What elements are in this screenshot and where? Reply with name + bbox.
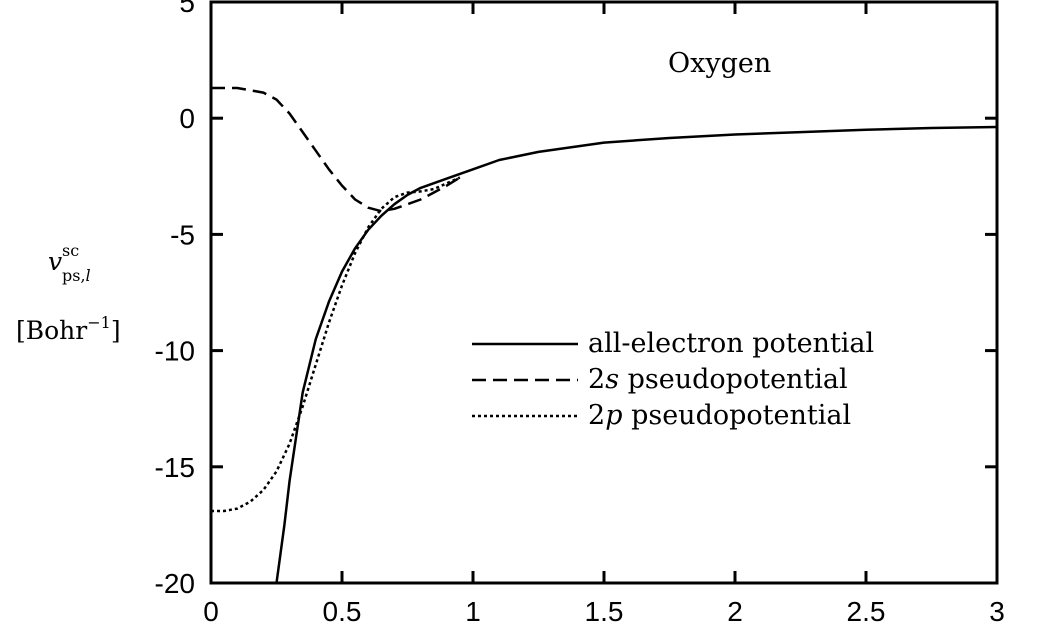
y-tick-label: -5 [170,219,195,250]
axis-tick-labels: 0 0.5 1 1.5 2 2.5 3 -20 -15 -10 -5 0 5 [155,0,1005,627]
x-tick-label: 0 [203,596,219,627]
x-tick-label: 3 [989,596,1005,627]
legend: all-electron potential 2s pseudopotential… [472,328,874,431]
y-tick-label: -15 [155,452,195,483]
y-axis-superscript: sc [62,241,79,260]
x-tick-label: 1 [465,596,481,627]
y-tick-label: 0 [179,103,195,134]
x-tick-label: 1.5 [585,596,624,627]
element-annotation: Oxygen [668,48,771,79]
y-axis-units: [Bohr−1] [16,313,121,345]
plot-frame [209,0,999,585]
y-tick-label: -10 [155,336,195,367]
legend-label-2s: 2s pseudopotential [588,364,848,395]
y-tick-label: 5 [179,0,195,18]
axis-ticks [209,0,999,585]
plot-series-group [211,86,998,584]
x-tick-label: 0.5 [323,596,362,627]
series-line-2s [211,86,461,213]
legend-label-2p: 2p pseudopotential [588,400,851,431]
y-axis-symbol: v [48,247,62,276]
x-tick-label: 2 [727,596,743,627]
legend-label-all-electron: all-electron potential [588,328,874,359]
x-tick-label: 2.5 [847,596,886,627]
y-tick-label: -20 [155,568,195,599]
y-axis-subscript: ps,l [62,266,91,285]
series-line-2p [211,176,461,513]
y-axis-label: v sc ps,l [Bohr−1] [16,241,121,345]
